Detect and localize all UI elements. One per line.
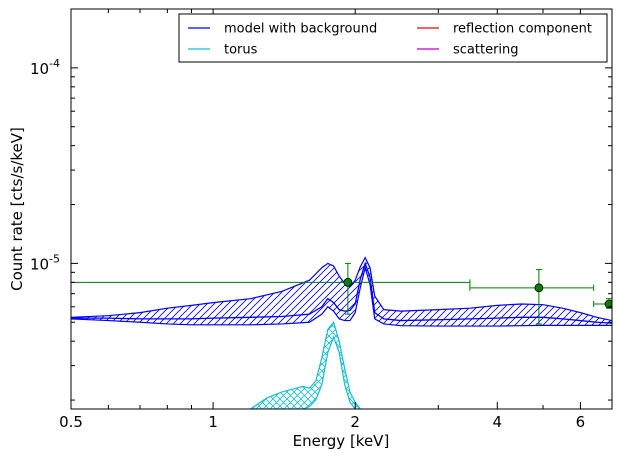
x-tick-label: 6 xyxy=(576,413,586,431)
legend-label: scattering xyxy=(453,43,519,58)
data-points xyxy=(71,262,612,325)
legend-box xyxy=(178,13,608,63)
legend: model with background reflection componen… xyxy=(178,13,608,63)
data-marker xyxy=(343,277,353,287)
legend-entry-1: model with background xyxy=(188,22,377,37)
model-band-fill xyxy=(71,257,612,327)
torus-lower-line xyxy=(250,335,361,409)
data-marker xyxy=(604,299,612,309)
data-marker xyxy=(534,283,544,293)
x-tick-label: 0.5 xyxy=(59,413,83,431)
torus-upper-line xyxy=(250,320,361,409)
torus-band-fill xyxy=(250,322,361,409)
data-point-1 xyxy=(71,262,471,315)
x-tick-label: 4 xyxy=(493,413,503,431)
x-axis-label: Energy [keV] xyxy=(293,432,390,450)
model-series xyxy=(71,256,612,327)
model-upper-line xyxy=(71,256,612,322)
torus-series xyxy=(250,320,361,409)
plot-frame xyxy=(70,8,613,410)
legend-entry-4: scattering xyxy=(417,43,519,58)
x-tick-label: 1 xyxy=(208,413,218,431)
legend-label: torus xyxy=(224,43,258,58)
data-point-2 xyxy=(469,269,595,325)
plot-area xyxy=(71,256,612,409)
y-tick-label: 10-4 xyxy=(30,57,60,78)
plot-background xyxy=(71,9,612,409)
x-tick-label: 2 xyxy=(350,413,360,431)
y-tick-labels: 10-5 10-4 xyxy=(30,57,60,274)
legend-entry-3: torus xyxy=(188,43,258,58)
data-point-3 xyxy=(593,298,612,309)
x-tick-labels: 0.5 1 2 4 6 xyxy=(59,413,585,431)
model-lower-line xyxy=(71,265,612,327)
legend-label: reflection component xyxy=(453,22,592,37)
y-axis-label: Count rate [cts/s/keV] xyxy=(8,127,26,291)
legend-entry-2: reflection component xyxy=(417,22,592,37)
legend-label: model with background xyxy=(224,22,377,37)
model-median-line xyxy=(71,261,612,324)
y-tick-label: 10-5 xyxy=(30,252,60,273)
